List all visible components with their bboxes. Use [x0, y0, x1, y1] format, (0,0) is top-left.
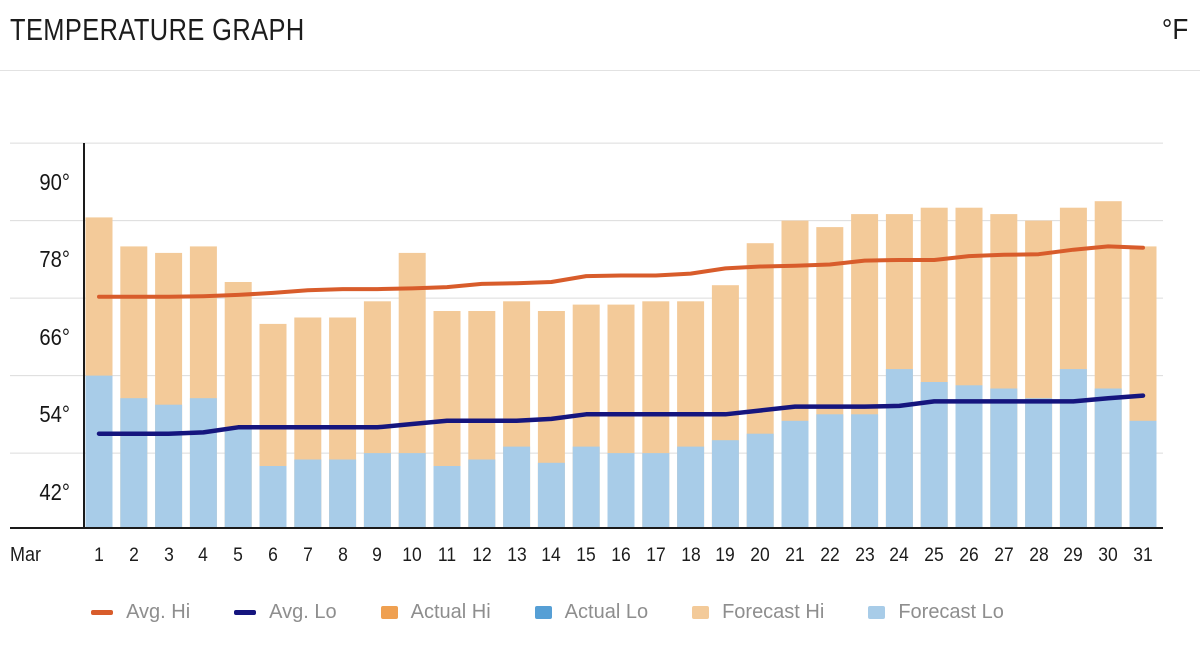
forecast-lo-bar [1025, 398, 1053, 528]
x-axis-day-label: 6 [268, 545, 278, 566]
legend-swatch-icon [868, 606, 886, 619]
x-axis-day-label: 11 [437, 545, 457, 566]
y-axis-tick-label: 42° [39, 479, 70, 505]
legend-item-actual-hi: Actual Hi [380, 601, 491, 624]
legend-swatch-icon [91, 610, 114, 615]
x-axis-day-label: 24 [889, 545, 909, 566]
legend-item-forecast-lo: Forecast Lo [868, 601, 1004, 624]
x-axis-day-label: 15 [576, 545, 596, 566]
forecast-lo-bar [468, 459, 496, 528]
forecast-lo-bar [851, 414, 879, 528]
month-label: Mar [10, 544, 42, 566]
forecast-lo-bar [155, 404, 183, 528]
forecast-lo-bar [677, 446, 705, 528]
x-axis-day-label: 4 [198, 545, 208, 566]
forecast-lo-bar [329, 459, 357, 528]
legend-label: Actual Hi [410, 601, 491, 623]
x-axis-day-label: 29 [1063, 545, 1083, 566]
forecast-lo-bar [503, 446, 531, 528]
x-axis-day-label: 3 [164, 545, 174, 566]
forecast-lo-bar [920, 382, 948, 528]
x-axis-day-label: 12 [472, 545, 492, 566]
x-axis-day-label: 17 [646, 545, 666, 566]
avg-lo-line [96, 393, 1146, 436]
forecast-lo-bar [433, 466, 461, 528]
y-axis-tick-label: 66° [39, 324, 70, 350]
forecast-lo-bar [189, 398, 217, 528]
x-axis-day-label: 5 [233, 545, 243, 566]
forecast-lo-bar [607, 453, 635, 528]
forecast-lo-bar [85, 375, 113, 528]
forecast-lo-bar [711, 440, 739, 528]
x-axis-day-label: 23 [855, 545, 875, 566]
x-axis-day-label: 10 [402, 545, 422, 566]
forecast-lo-bar [885, 369, 913, 528]
x-axis-day-label: 7 [303, 545, 313, 566]
forecast-lo-bar [294, 459, 322, 528]
page-title: TEMPERATURE GRAPH [10, 12, 305, 47]
forecast-lo-bar [537, 462, 565, 528]
forecast-lo-bar [120, 398, 148, 528]
x-axis-day-label: 9 [372, 545, 382, 566]
y-axis-tick-label: 78° [39, 246, 70, 272]
forecast-lo-bar [398, 453, 426, 528]
legend-label: Avg. Lo [269, 601, 337, 623]
chart-legend: Avg. Hi Avg. Lo Actual Hi Actual Lo Forecast… [0, 601, 1095, 624]
x-axis-day-label: 18 [681, 545, 701, 566]
x-axis-day-label: 16 [611, 545, 631, 566]
forecast-lo-bar [816, 414, 844, 528]
forecast-lo-bar [642, 453, 670, 528]
legend-label: Avg. Hi [126, 601, 191, 623]
x-axis-day-label: 19 [715, 545, 735, 566]
forecast-lo-bar [955, 385, 983, 528]
x-axis-day-label: 21 [785, 545, 805, 566]
y-axis-tick-label: 54° [39, 401, 70, 427]
legend-swatch-icon [692, 606, 710, 619]
y-axis-tick-label: 90° [39, 169, 70, 195]
forecast-lo-bar [1094, 388, 1122, 528]
forecast-lo-bar [363, 453, 391, 528]
legend-label: Forecast Lo [898, 601, 1004, 623]
legend-item-actual-lo: Actual Lo [534, 601, 649, 624]
legend-swatch-icon [534, 606, 552, 619]
x-axis-day-label: 2 [129, 545, 139, 566]
x-axis-day-label: 31 [1133, 545, 1153, 566]
x-axis-day-label: 30 [1098, 545, 1118, 566]
forecast-lo-bar [746, 433, 774, 528]
legend-label: Actual Lo [564, 601, 649, 623]
x-axis-day-label: 25 [924, 545, 944, 566]
legend-item-forecast-hi: Forecast Hi [692, 601, 824, 624]
legend-swatch-icon [234, 610, 257, 615]
avg-hi-line [97, 244, 1145, 299]
legend-label: Forecast Hi [722, 601, 825, 623]
x-axis-day-label: 8 [338, 545, 348, 566]
header-divider [0, 70, 1200, 71]
x-axis-day-label: 28 [1029, 545, 1049, 566]
forecast-lo-bar [990, 388, 1018, 528]
forecast-lo-bar [224, 427, 252, 528]
x-axis-day-label: 27 [994, 545, 1014, 566]
forecast-lo-bar [781, 420, 809, 528]
unit-label: °F [1161, 14, 1188, 46]
legend-item-avg-hi: Avg. Hi [91, 601, 190, 624]
forecast-lo-bar [259, 466, 287, 528]
x-axis-day-label: 14 [541, 545, 561, 566]
x-axis-day-label: 22 [820, 545, 840, 566]
legend-swatch-icon [380, 606, 398, 619]
forecast-lo-bar [572, 446, 600, 528]
forecast-lo-bar [1129, 420, 1157, 528]
legend-item-avg-lo: Avg. Lo [234, 601, 337, 624]
x-axis-day-label: 26 [959, 545, 979, 566]
x-axis-day-label: 20 [750, 545, 770, 566]
x-axis-day-label: 13 [507, 545, 527, 566]
forecast-lo-bar [1059, 369, 1087, 528]
x-axis-day-label: 1 [94, 545, 104, 566]
